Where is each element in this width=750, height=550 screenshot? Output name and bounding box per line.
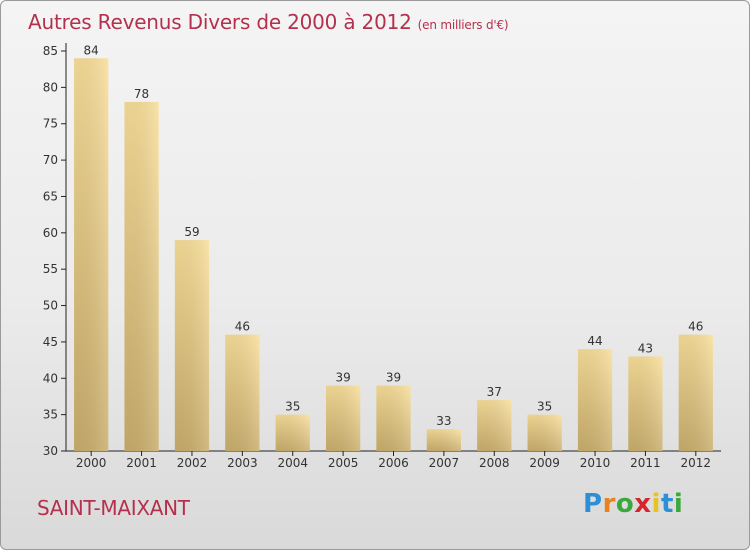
x-tick-label: 2009 <box>529 456 560 470</box>
x-tick-label: 2004 <box>277 456 308 470</box>
y-tick-label: 40 <box>43 371 58 385</box>
proxiti-logo[interactable]: Proxiti <box>583 489 683 519</box>
y-tick-label: 70 <box>43 153 58 167</box>
y-tick-label: 65 <box>43 189 58 203</box>
y-tick-label: 60 <box>43 226 58 240</box>
x-tick-label: 2005 <box>328 456 359 470</box>
x-axis: 2000 2001 2002 2003 2004 2005 2006 2007 2008 2009… <box>66 450 721 470</box>
y-tick-label: 30 <box>43 444 58 458</box>
value-label: 78 <box>134 87 149 101</box>
value-label: 59 <box>184 225 199 239</box>
bar-shade-2007 <box>426 429 462 451</box>
bar-shade-2009 <box>527 414 562 451</box>
x-tick-label: 2007 <box>429 456 460 470</box>
bar-shade-2003 <box>225 334 260 451</box>
bar-shade-2010 <box>577 349 613 451</box>
bar-shade-2005 <box>325 385 361 451</box>
bar-shade-2004 <box>275 414 310 451</box>
bar-shade-2002 <box>174 240 210 451</box>
y-tick-label: 35 <box>43 408 58 422</box>
bar-shade-2006 <box>376 385 411 451</box>
logo-letter: i <box>673 489 684 519</box>
x-tick-label: 2006 <box>378 456 409 470</box>
logo-letter: P <box>583 489 603 519</box>
y-tick-label: 45 <box>43 335 58 349</box>
logo-letter: x <box>634 489 652 519</box>
value-label: 33 <box>436 414 451 428</box>
logo-letter: r <box>602 489 616 519</box>
value-label: 39 <box>335 371 350 385</box>
value-label: 43 <box>638 341 653 355</box>
x-tick-label: 2011 <box>630 456 661 470</box>
value-label: 35 <box>285 400 300 414</box>
x-tick-label: 2008 <box>479 456 510 470</box>
x-tick-label: 2003 <box>227 456 258 470</box>
x-tick-label: 2001 <box>126 456 157 470</box>
y-axis: 30 35 40 45 50 55 60 65 70 75 80 85 <box>43 43 67 458</box>
y-tick-label: 55 <box>43 262 58 276</box>
value-label: 84 <box>84 43 99 57</box>
value-label: 37 <box>487 385 502 399</box>
y-tick-label: 80 <box>43 80 58 94</box>
value-label: 39 <box>386 371 401 385</box>
chart-title: Autres Revenus Divers de 2000 à 2012 (en … <box>28 10 509 34</box>
logo-letter: t <box>660 489 674 519</box>
value-label: 46 <box>688 320 703 334</box>
y-tick-label: 85 <box>43 44 58 58</box>
bar-shade-2012 <box>678 334 713 451</box>
chart-subtitle: (en milliers d'€) <box>417 18 509 32</box>
bar-shade-2000 <box>74 58 109 451</box>
logo-letter: o <box>615 489 635 519</box>
logo-letter: i <box>651 489 661 519</box>
x-tick-label: 2012 <box>681 456 712 470</box>
x-tick-label: 2002 <box>177 456 208 470</box>
value-label: 35 <box>537 400 552 414</box>
value-label: 44 <box>587 334 602 348</box>
bar-shade-2001 <box>124 101 159 451</box>
bars <box>74 58 713 451</box>
value-labels: 84 78 59 46 35 39 39 33 37 35 44 43 46 <box>84 43 704 428</box>
value-label: 46 <box>235 320 250 334</box>
chart-title-text: Autres Revenus Divers de 2000 à 2012 <box>28 10 412 34</box>
x-tick-label: 2010 <box>580 456 611 470</box>
y-tick-label: 75 <box>43 117 58 131</box>
y-tick-label: 50 <box>43 299 58 313</box>
x-tick-label: 2000 <box>76 456 107 470</box>
commune-name: SAINT-MAIXANT <box>37 496 190 520</box>
bar-shade-2011 <box>628 356 663 451</box>
bar-shade-2008 <box>477 400 512 451</box>
